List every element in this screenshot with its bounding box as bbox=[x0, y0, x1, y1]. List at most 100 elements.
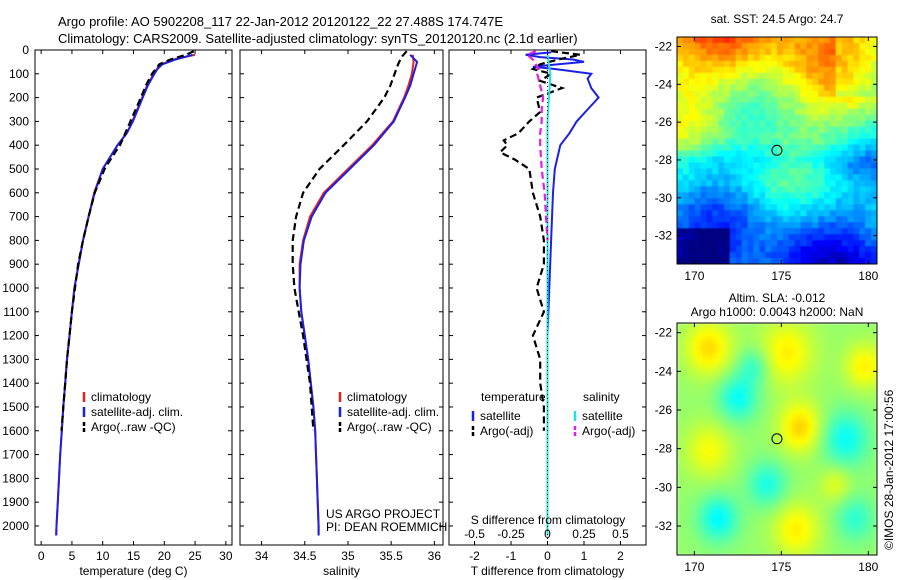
map-cell bbox=[817, 439, 823, 445]
map-cell bbox=[822, 343, 828, 349]
map-cell bbox=[777, 343, 783, 349]
map-cell bbox=[852, 423, 858, 430]
map-cell bbox=[747, 66, 755, 74]
map-cell bbox=[727, 504, 733, 511]
map-cell bbox=[692, 363, 698, 369]
map-cell bbox=[722, 333, 728, 339]
map-cell bbox=[706, 114, 713, 122]
map-cell bbox=[688, 90, 696, 98]
map-cell bbox=[697, 474, 703, 480]
map-cell bbox=[788, 192, 796, 199]
map-cell bbox=[737, 378, 743, 385]
map-cell bbox=[697, 413, 703, 420]
map-cell bbox=[742, 514, 748, 521]
map-cell bbox=[800, 216, 807, 223]
map-cell bbox=[762, 403, 768, 410]
legend-title-salinity: salinity bbox=[583, 390, 620, 404]
map-cell bbox=[729, 228, 737, 235]
map-cell bbox=[718, 240, 725, 247]
map-cell bbox=[782, 180, 790, 187]
map-cell bbox=[818, 126, 825, 134]
map-cell bbox=[797, 519, 803, 526]
map-cell bbox=[797, 358, 803, 364]
map-cell bbox=[847, 524, 853, 531]
map-cell bbox=[753, 48, 760, 56]
map-cell bbox=[717, 504, 723, 511]
map-cell bbox=[753, 240, 760, 247]
map-cell bbox=[700, 96, 707, 104]
map-cell bbox=[792, 489, 798, 495]
map-cell bbox=[829, 78, 837, 86]
map-cell bbox=[682, 363, 688, 369]
map-cell bbox=[747, 383, 753, 390]
map-cell bbox=[872, 550, 877, 555]
map-cell bbox=[767, 378, 773, 385]
map-cell bbox=[802, 378, 808, 385]
map-cell bbox=[724, 180, 731, 187]
legend-label: climatology bbox=[347, 390, 407, 404]
map-cell bbox=[697, 449, 703, 455]
map-cell bbox=[852, 469, 858, 475]
map-cell bbox=[871, 90, 877, 98]
map-cell bbox=[772, 353, 778, 359]
map-cell bbox=[765, 222, 772, 229]
map-cell bbox=[837, 383, 843, 390]
map-cell bbox=[771, 60, 778, 68]
map-cell bbox=[727, 469, 733, 475]
map-cell bbox=[812, 37, 819, 44]
map-cell bbox=[792, 509, 798, 516]
map-cell bbox=[859, 132, 866, 140]
map-cell bbox=[794, 144, 802, 152]
map-cell bbox=[859, 180, 866, 187]
map-cell bbox=[782, 48, 790, 56]
map-cell bbox=[687, 454, 693, 460]
map-cell bbox=[712, 504, 718, 511]
map-cell bbox=[729, 252, 737, 259]
map-cell bbox=[712, 198, 719, 205]
map-cell bbox=[852, 454, 858, 460]
map-cell bbox=[759, 168, 766, 175]
map-cell bbox=[692, 454, 698, 460]
map-cell bbox=[752, 544, 758, 551]
map-cell bbox=[782, 78, 790, 86]
map-cell bbox=[697, 333, 703, 339]
map-cell bbox=[712, 534, 718, 541]
map-cell bbox=[735, 37, 743, 44]
map-cell bbox=[782, 126, 790, 134]
map-cell bbox=[727, 529, 733, 536]
map-cell bbox=[806, 168, 813, 175]
y-tick-label: 1400 bbox=[2, 376, 29, 390]
map-cell bbox=[697, 469, 703, 475]
map-cell bbox=[677, 363, 683, 369]
map-cell bbox=[797, 474, 803, 480]
map-cell bbox=[841, 180, 849, 187]
map-cell bbox=[792, 514, 798, 521]
map-cell bbox=[812, 328, 818, 334]
map-cell bbox=[707, 428, 713, 435]
map-cell bbox=[852, 544, 858, 551]
map-cell bbox=[859, 174, 866, 181]
map-cell bbox=[762, 348, 768, 354]
map-cell bbox=[787, 550, 793, 555]
map-cell bbox=[757, 343, 763, 349]
map-cell bbox=[707, 454, 713, 460]
map-cell bbox=[837, 393, 843, 400]
map-cell bbox=[759, 102, 766, 110]
map-cell bbox=[753, 150, 760, 158]
map-cell bbox=[788, 174, 796, 181]
map-cell bbox=[752, 524, 758, 531]
map-cell bbox=[788, 48, 796, 56]
map-cell bbox=[762, 358, 768, 364]
map-cell bbox=[762, 413, 768, 420]
map-cell bbox=[817, 534, 823, 541]
map-cell bbox=[806, 84, 813, 92]
map-cell bbox=[752, 444, 758, 450]
map-cell bbox=[757, 479, 763, 485]
map-cell bbox=[752, 494, 758, 501]
map-cell bbox=[822, 459, 828, 465]
map-cell bbox=[682, 509, 688, 516]
y-tick-label: 500 bbox=[9, 162, 29, 176]
y-tick-label: 100 bbox=[9, 67, 29, 81]
map-cell bbox=[697, 328, 703, 334]
map-cell bbox=[802, 469, 808, 475]
